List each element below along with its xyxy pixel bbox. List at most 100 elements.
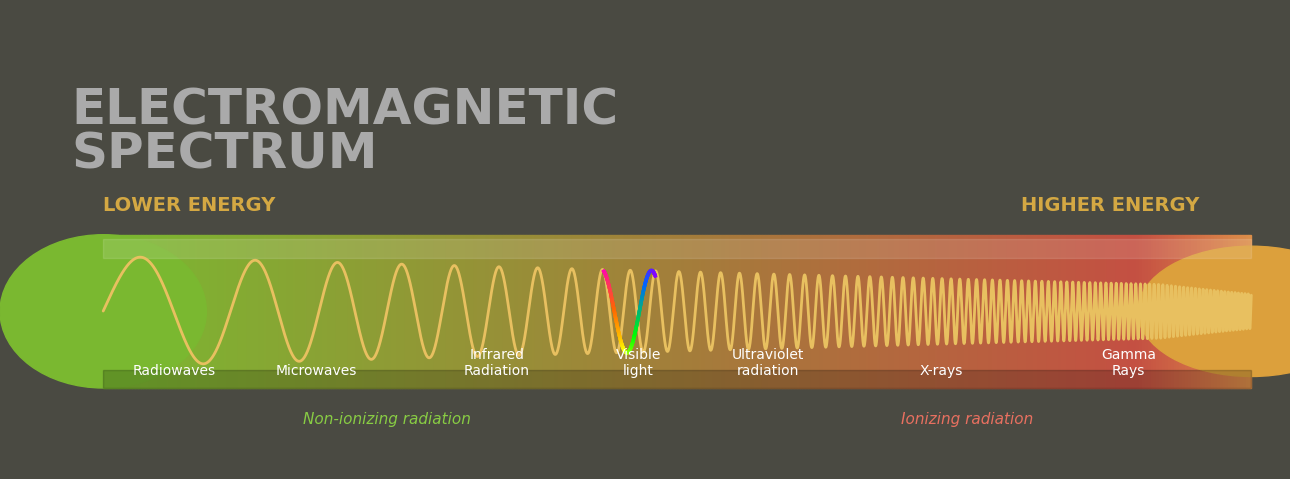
Bar [103, 235, 106, 388]
Bar [466, 235, 468, 388]
Bar [337, 235, 339, 388]
Bar [961, 235, 964, 388]
Bar [166, 235, 169, 388]
Bar [866, 235, 868, 388]
Bar [344, 235, 348, 388]
Bar [161, 235, 164, 388]
Bar [146, 235, 150, 388]
Bar [445, 235, 449, 388]
Bar [725, 235, 728, 388]
Bar [1059, 235, 1062, 388]
Bar [802, 235, 805, 388]
Bar [489, 235, 491, 388]
Bar [299, 235, 302, 388]
Bar [112, 235, 115, 388]
Bar [606, 235, 610, 388]
Bar [1015, 235, 1018, 388]
Bar [348, 235, 351, 388]
Bar [662, 235, 664, 388]
Bar [535, 235, 538, 388]
Bar [1226, 235, 1228, 388]
Bar [978, 235, 980, 388]
Bar [1055, 235, 1059, 388]
Bar [204, 235, 206, 388]
Bar [909, 235, 912, 388]
Ellipse shape [1138, 246, 1290, 376]
Bar [190, 235, 192, 388]
Text: X-rays: X-rays [920, 365, 964, 378]
Bar [900, 235, 903, 388]
Bar [1064, 235, 1067, 388]
Bar [290, 235, 293, 388]
Bar [1197, 235, 1200, 388]
Bar [267, 235, 270, 388]
Bar [412, 235, 414, 388]
Bar [132, 235, 135, 388]
Bar [230, 235, 232, 388]
Bar [106, 235, 108, 388]
Bar [377, 235, 379, 388]
Bar [382, 235, 386, 388]
Bar [199, 235, 201, 388]
Bar [414, 235, 417, 388]
Bar [877, 235, 880, 388]
Bar [891, 235, 894, 388]
Bar [461, 235, 463, 388]
Bar [716, 235, 719, 388]
Bar [319, 235, 322, 388]
Bar [650, 235, 653, 388]
Bar [561, 235, 564, 388]
Bar [667, 235, 670, 388]
Bar [374, 235, 377, 388]
Bar [302, 235, 304, 388]
Bar [992, 235, 995, 388]
Bar [828, 235, 831, 388]
Bar [258, 235, 262, 388]
Bar [402, 235, 405, 388]
Bar [872, 235, 875, 388]
Text: LOWER ENERGY: LOWER ENERGY [103, 196, 276, 216]
Bar [1156, 235, 1160, 388]
Bar [926, 235, 929, 388]
Bar [1165, 235, 1167, 388]
Bar [595, 235, 599, 388]
Bar [454, 235, 457, 388]
Bar [826, 235, 828, 388]
Bar [1151, 235, 1153, 388]
Bar [814, 235, 817, 388]
Bar [1130, 235, 1134, 388]
Bar [126, 235, 129, 388]
Bar [356, 235, 360, 388]
Bar [636, 235, 639, 388]
Bar [564, 235, 566, 388]
Bar [1107, 235, 1111, 388]
Bar [695, 235, 699, 388]
Bar [304, 235, 307, 388]
Bar [713, 235, 716, 388]
Bar [817, 235, 819, 388]
Bar [1102, 235, 1104, 388]
Bar [1237, 235, 1240, 388]
Bar [1104, 235, 1107, 388]
Bar [578, 235, 580, 388]
Bar [236, 235, 239, 388]
Bar [227, 235, 230, 388]
Bar [1148, 235, 1151, 388]
Bar [624, 235, 627, 388]
Bar [849, 235, 851, 388]
Bar [1067, 235, 1069, 388]
Bar [929, 235, 931, 388]
Bar [664, 235, 667, 388]
Bar [935, 235, 938, 388]
Bar [330, 235, 333, 388]
Bar [117, 235, 120, 388]
Bar [1134, 235, 1136, 388]
Bar [215, 235, 218, 388]
Bar [777, 235, 779, 388]
Bar [477, 235, 480, 388]
Bar [1022, 235, 1024, 388]
Bar [1024, 235, 1027, 388]
Bar [630, 235, 632, 388]
Bar [239, 235, 241, 388]
Bar [641, 235, 644, 388]
